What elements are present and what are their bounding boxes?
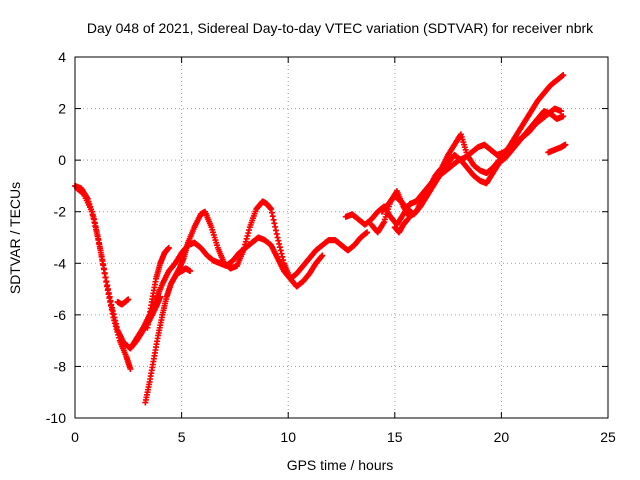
data-point (127, 366, 134, 373)
y-tick-label: 0 (58, 152, 66, 168)
x-tick-label: 20 (494, 429, 510, 445)
data-point (165, 244, 172, 251)
y-tick-label: -4 (54, 255, 67, 271)
chart-title: Day 048 of 2021, Sidereal Day-to-day VTE… (87, 20, 594, 36)
data-point (560, 113, 567, 120)
y-tick-label: 2 (58, 101, 66, 117)
data-point (319, 252, 326, 259)
x-tick-label: 0 (71, 429, 79, 445)
data-point (560, 72, 567, 79)
x-tick-label: 10 (280, 429, 296, 445)
y-tick-label: -10 (46, 410, 66, 426)
series-track-g (174, 265, 194, 277)
plot-frame (74, 56, 609, 419)
series-track-j (379, 105, 565, 218)
grid-layer (75, 57, 608, 418)
x-tick-label: 5 (178, 429, 186, 445)
x-tick-label: 15 (387, 429, 403, 445)
data-points (72, 72, 569, 406)
series-track-e (127, 229, 371, 352)
y-tick-label: -6 (54, 307, 67, 323)
x-tick-label: 25 (600, 429, 616, 445)
series-track-b (74, 185, 164, 352)
x-axis-label: GPS time / hours (287, 457, 394, 473)
y-tick-label: -8 (54, 358, 67, 374)
data-point (558, 108, 565, 115)
data-point (364, 229, 371, 236)
series-track-k (391, 216, 411, 236)
data-point (404, 216, 411, 223)
data-point (125, 296, 132, 303)
series-track-c (114, 296, 132, 308)
y-axis-label: SDTVAR / TECUs (7, 182, 23, 294)
series-track-d (142, 198, 326, 406)
axis-ticks: 0 5 10 15 20 25 -10 -8 -6 -4 -2 0 2 4 (46, 49, 616, 445)
data-point (187, 268, 194, 275)
series-track-l (545, 141, 569, 156)
data-point (562, 141, 569, 148)
y-tick-label: -2 (54, 204, 67, 220)
series-track-f (144, 244, 172, 331)
y-tick-label: 4 (58, 49, 66, 65)
